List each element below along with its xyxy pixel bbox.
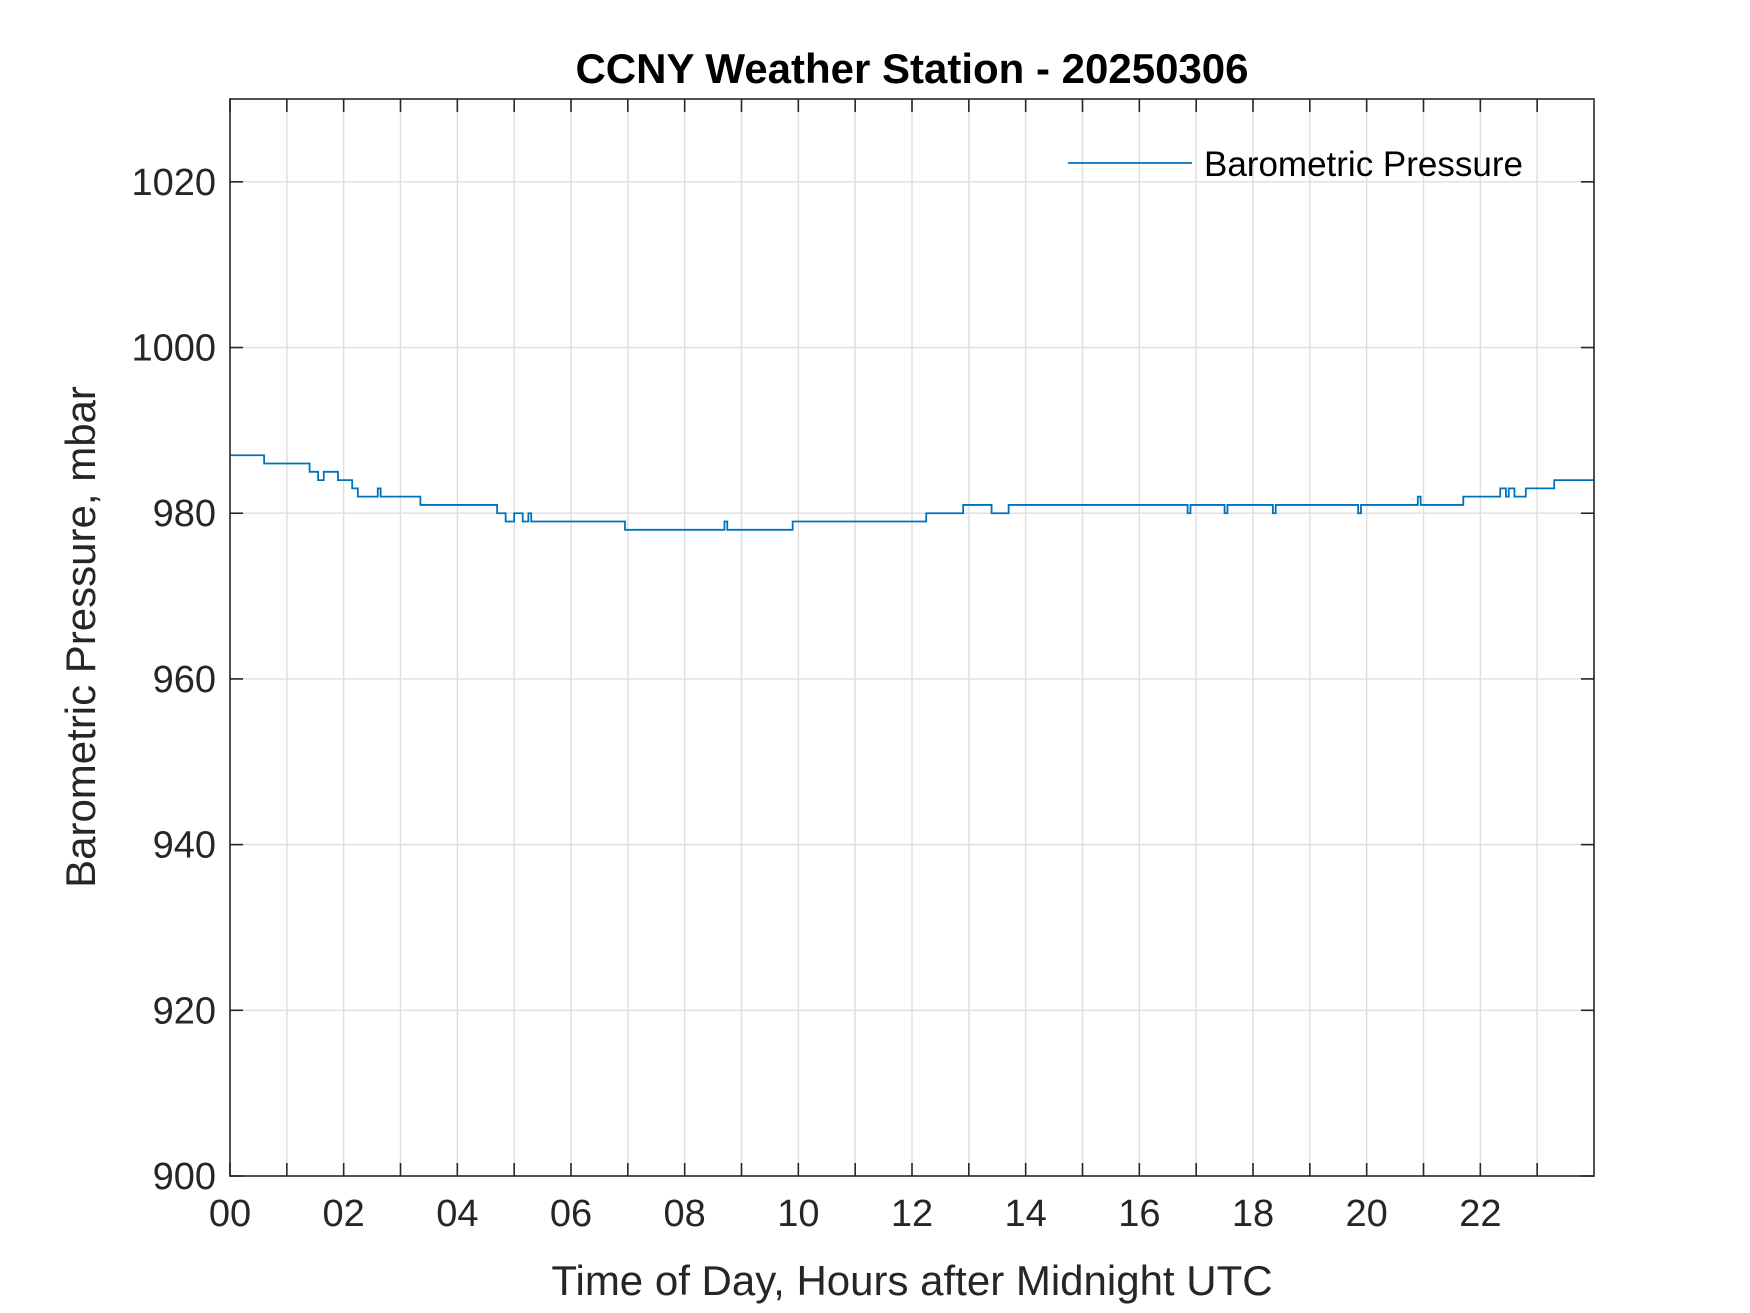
y-tick-label: 900 <box>153 1156 216 1198</box>
x-tick-label: 14 <box>1005 1193 1047 1235</box>
x-tick-label: 02 <box>323 1193 365 1235</box>
y-tick-label: 940 <box>153 825 216 867</box>
x-tick-label: 10 <box>777 1193 819 1235</box>
x-tick-label: 12 <box>891 1193 933 1235</box>
series-line-barometric-pressure <box>230 454 1594 531</box>
y-axis-label: Barometric Pressure, mbar <box>57 386 104 888</box>
x-tick-label: 16 <box>1118 1193 1160 1235</box>
grid-lines <box>230 99 1594 1176</box>
x-axis-label: Time of Day, Hours after Midnight UTC <box>551 1257 1272 1304</box>
x-tick-label: 22 <box>1459 1193 1501 1235</box>
legend: Barometric Pressure <box>1068 145 1523 184</box>
legend-label: Barometric Pressure <box>1204 145 1523 184</box>
plot-area-border <box>229 98 1595 1177</box>
x-tick-label: 08 <box>664 1193 706 1235</box>
x-tick-label: 04 <box>436 1193 478 1235</box>
chart-title: CCNY Weather Station - 20250306 <box>575 45 1248 92</box>
series-layer <box>230 454 1594 531</box>
y-tick-labels: 900 920 940 960 980 1000 1020 <box>131 162 216 1198</box>
y-tick-label: 980 <box>153 493 216 535</box>
x-tick-label: 00 <box>209 1193 251 1235</box>
x-tick-labels: 00 02 04 06 08 10 12 14 16 18 20 22 <box>209 1193 1502 1235</box>
y-tick-label: 960 <box>153 659 216 701</box>
y-tick-label: 1020 <box>131 162 216 204</box>
x-tick-label: 06 <box>550 1193 592 1235</box>
x-tick-label: 18 <box>1232 1193 1274 1235</box>
x-tick-label: 20 <box>1346 1193 1388 1235</box>
y-tick-label: 1000 <box>131 328 216 370</box>
y-tick-label: 920 <box>153 990 216 1032</box>
